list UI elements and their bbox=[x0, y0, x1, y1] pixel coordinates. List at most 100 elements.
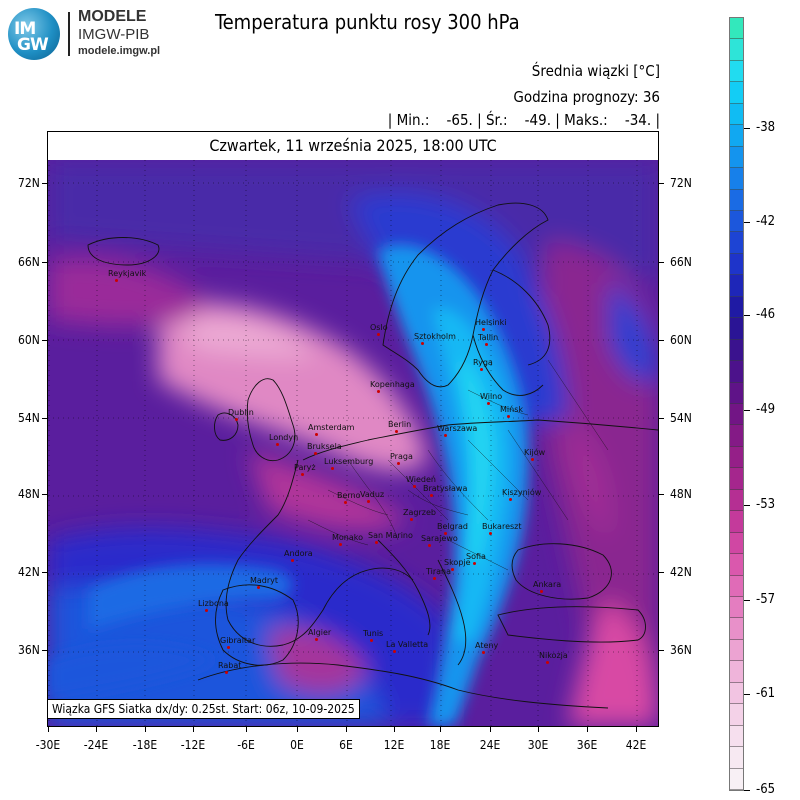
lon-tick bbox=[440, 727, 441, 732]
city-marker bbox=[444, 434, 447, 437]
lat-tick bbox=[659, 650, 664, 651]
city-label: Dublin bbox=[228, 408, 254, 417]
city-label: Luksemburg bbox=[324, 457, 374, 466]
forecast-hour-label: Godzina prognozy: 36 bbox=[513, 88, 660, 106]
lon-label: 0E bbox=[290, 738, 304, 752]
colorbar-label: -57 bbox=[756, 592, 776, 607]
colorbar-swatch bbox=[730, 446, 743, 469]
lon-label: 30E bbox=[527, 738, 549, 752]
lon-label: 42E bbox=[625, 738, 647, 752]
lon-label: 24E bbox=[479, 738, 501, 752]
lat-label-left: 66N bbox=[18, 255, 40, 269]
colorbar-swatch bbox=[730, 468, 743, 490]
lat-tick bbox=[659, 340, 664, 341]
colorbar-swatch bbox=[730, 425, 743, 447]
city-marker bbox=[430, 494, 433, 497]
colorbar-tick bbox=[744, 222, 750, 223]
colorbar-swatch bbox=[730, 382, 743, 404]
colorbar-label: -65 bbox=[756, 782, 776, 797]
city-marker bbox=[473, 562, 476, 565]
colorbar-swatch bbox=[730, 725, 743, 748]
chart-title: Temperatura punktu rosy 300 hPa bbox=[215, 10, 520, 34]
colorbar-swatch bbox=[730, 661, 743, 683]
city-label: Berno bbox=[337, 491, 361, 500]
dewpoint-field-map: Oslo Sztokholm Helsinki Tallin Ryga Kopenhaga… bbox=[48, 160, 658, 726]
colorbar-tick bbox=[744, 128, 750, 129]
city-label: Amsterdam bbox=[308, 423, 355, 432]
city-label: Wilno bbox=[480, 392, 503, 401]
city-label: Helsinki bbox=[475, 318, 507, 327]
lat-label-left: 54N bbox=[18, 411, 40, 425]
city-label: Gibraltar bbox=[220, 636, 256, 645]
lat-tick bbox=[659, 494, 664, 495]
lon-tick bbox=[193, 727, 194, 732]
city-marker bbox=[482, 651, 485, 654]
lat-label-right: 72N bbox=[670, 176, 692, 190]
city-label: Oslo bbox=[370, 323, 388, 332]
colorbar-label: -53 bbox=[756, 497, 776, 512]
city-marker bbox=[370, 639, 373, 642]
city-marker bbox=[225, 671, 228, 674]
logo-institute: IMGW-PIB bbox=[78, 26, 150, 43]
city-label: La Valletta bbox=[386, 640, 429, 649]
city-marker bbox=[540, 590, 543, 593]
city-marker bbox=[205, 609, 208, 612]
coastlines bbox=[87, 202, 658, 709]
city-label: Andora bbox=[284, 549, 313, 558]
lat-tick bbox=[42, 418, 47, 419]
city-marker bbox=[428, 544, 431, 547]
city-marker bbox=[444, 532, 447, 535]
colorbar-swatch bbox=[730, 511, 743, 533]
lat-tick bbox=[659, 418, 664, 419]
lat-tick bbox=[659, 262, 664, 263]
colorbar-label: -42 bbox=[756, 214, 776, 229]
city-marker bbox=[315, 433, 318, 436]
colorbar-swatch bbox=[730, 60, 743, 83]
city-label: Sztokholm bbox=[414, 332, 456, 341]
colorbar-swatch bbox=[730, 747, 743, 769]
city-marker bbox=[393, 650, 396, 653]
logo-letters-top: IM bbox=[14, 19, 36, 39]
colorbar-label: -38 bbox=[756, 120, 776, 135]
colorbar-tick bbox=[744, 694, 750, 695]
city-label: Praga bbox=[390, 452, 413, 461]
valid-date: Czwartek, 11 września 2025, 18:00 UTC bbox=[48, 132, 658, 161]
colorbar-swatch bbox=[730, 253, 743, 276]
colorbar-swatch bbox=[730, 82, 743, 104]
city-label: Tallin bbox=[478, 333, 499, 342]
city-label: Kopenhaga bbox=[370, 380, 415, 389]
city-marker bbox=[489, 532, 492, 535]
lat-tick bbox=[659, 572, 664, 573]
lon-tick bbox=[636, 727, 637, 732]
lat-label-left: 48N bbox=[18, 487, 40, 501]
lat-tick bbox=[42, 340, 47, 341]
lon-label: -6E bbox=[237, 738, 255, 752]
city-marker bbox=[375, 541, 378, 544]
city-marker bbox=[301, 473, 304, 476]
colorbar-tick bbox=[744, 600, 750, 601]
city-label: Bukareszt bbox=[482, 522, 522, 531]
colorbar-swatch bbox=[730, 189, 743, 211]
city-marker bbox=[314, 452, 317, 455]
lat-label-right: 54N bbox=[670, 411, 692, 425]
colorbar-swatch bbox=[730, 704, 743, 726]
city-label: Paryż bbox=[294, 463, 316, 472]
lon-tick bbox=[346, 727, 347, 732]
city-label: San Marino bbox=[368, 531, 413, 540]
city-label: Nikozja bbox=[539, 651, 568, 660]
lat-label-left: 72N bbox=[18, 176, 40, 190]
colorbar-swatch bbox=[730, 318, 743, 340]
city-marker bbox=[344, 501, 347, 504]
city-label: Madryt bbox=[250, 576, 279, 585]
lon-label: 6E bbox=[339, 738, 353, 752]
city-marker bbox=[339, 543, 342, 546]
lon-label: 18E bbox=[429, 738, 451, 752]
city-label: Kijów bbox=[524, 448, 546, 457]
city-marker bbox=[331, 467, 334, 470]
city-label: Rabat bbox=[218, 661, 242, 670]
city-marker bbox=[433, 577, 436, 580]
colorbar-swatch bbox=[730, 682, 743, 705]
colorbar-swatch bbox=[730, 339, 743, 362]
lat-label-right: 66N bbox=[670, 255, 692, 269]
lat-label-right: 36N bbox=[670, 643, 692, 657]
